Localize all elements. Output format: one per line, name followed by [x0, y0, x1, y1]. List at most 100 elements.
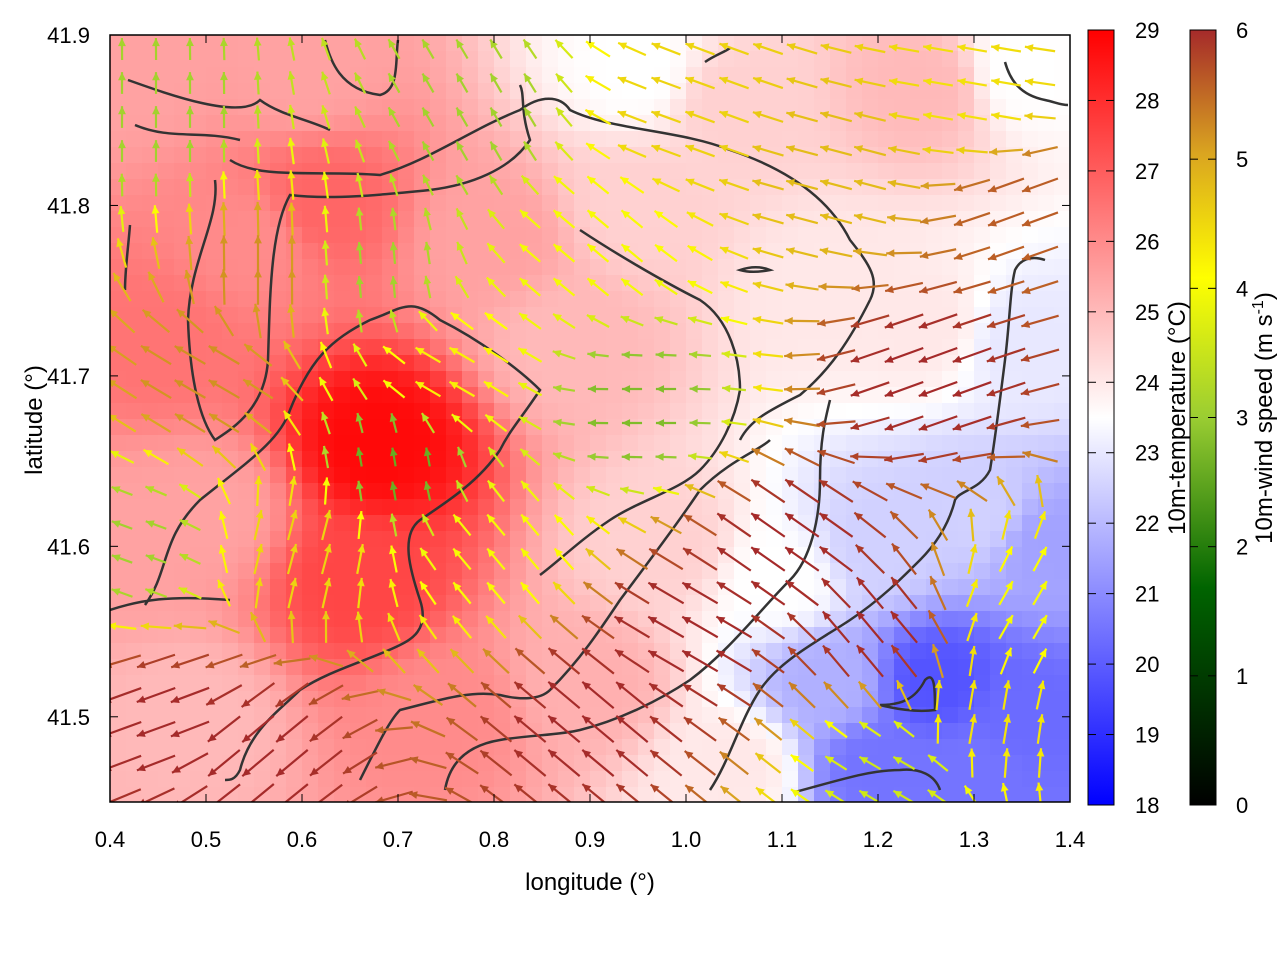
heatmap-cell: [1022, 771, 1039, 788]
heatmap-cell: [542, 739, 559, 756]
wind-arrow: [220, 71, 228, 95]
heatmap-cell: [638, 115, 655, 132]
heatmap-cell: [894, 259, 911, 276]
heatmap-cell: [814, 483, 831, 500]
heatmap-cell: [606, 339, 623, 356]
heatmap-cell: [878, 259, 895, 276]
wind-arrow: [818, 512, 854, 538]
heatmap-cell: [270, 483, 287, 500]
heatmap-cell: [894, 67, 911, 84]
wind-arrow: [321, 171, 330, 199]
wind-arrow: [420, 412, 436, 434]
wind-arrow: [986, 347, 1026, 363]
heatmap-cell: [366, 771, 383, 788]
heatmap-cell: [190, 195, 207, 212]
wind-arrow: [617, 144, 647, 158]
wind-arrow: [651, 177, 681, 193]
heatmap-cell: [462, 195, 479, 212]
heatmap-cell: [334, 99, 351, 116]
heatmap-cell: [958, 259, 975, 276]
heatmap-cell: [254, 659, 271, 676]
heatmap-cell: [254, 83, 271, 100]
heatmap-cell: [190, 179, 207, 196]
heatmap-cell: [702, 179, 719, 196]
heatmap-cell: [846, 291, 863, 308]
heatmap-cell: [430, 211, 447, 228]
wind-arrow: [253, 543, 264, 575]
heatmap-cell: [958, 563, 975, 580]
wind-arrow: [584, 108, 612, 126]
wind-arrow: [174, 379, 206, 399]
wind-arrow: [752, 179, 784, 191]
heatmap-cell: [286, 611, 303, 628]
wind-arrow: [553, 481, 575, 501]
heatmap-cell: [1054, 547, 1070, 564]
wind-arrow: [421, 513, 435, 537]
heatmap-cell: [526, 659, 543, 676]
heatmap-cell: [158, 435, 175, 452]
heatmap-cell: [1022, 419, 1039, 436]
heatmap-cell: [430, 467, 447, 484]
heatmap-cell: [270, 787, 287, 802]
heatmap-cell: [686, 627, 703, 644]
heatmap-cell: [318, 707, 335, 724]
heatmap-cell: [494, 243, 511, 260]
heatmap-cell: [638, 323, 655, 340]
heatmap-cell: [126, 515, 143, 532]
wind-arrow: [685, 76, 715, 90]
heatmap-cell: [910, 67, 927, 84]
heatmap-cell: [126, 451, 143, 468]
heatmap-cell: [638, 675, 655, 692]
heatmap-cell: [718, 403, 735, 420]
heatmap-cell: [766, 531, 783, 548]
heatmap-cell: [670, 595, 687, 612]
wind-arrow: [1032, 648, 1048, 674]
wind-arrow: [140, 787, 175, 802]
heatmap-cell: [910, 387, 927, 404]
heatmap-cell: [878, 723, 895, 740]
heatmap-cell: [222, 339, 239, 356]
heatmap-cell: [222, 163, 239, 180]
heatmap-cell: [846, 499, 863, 516]
wind-arrow: [857, 680, 883, 710]
heatmap-cell: [158, 691, 175, 708]
heatmap-cell: [382, 243, 399, 260]
heatmap-cell: [750, 163, 767, 180]
wind-arrow: [140, 622, 172, 631]
heatmap-cell: [238, 547, 255, 564]
wind-arrow: [613, 615, 651, 639]
heatmap-cell: [174, 35, 191, 52]
heatmap-cell: [254, 211, 271, 228]
heatmap-cell: [926, 51, 943, 68]
wind-arrow: [931, 643, 944, 679]
heatmap-cell: [334, 371, 351, 388]
heatmap-cell: [766, 611, 783, 628]
heatmap-cell: [350, 227, 367, 244]
heatmap-cell: [126, 579, 143, 596]
wind-arrow: [486, 513, 506, 537]
heatmap-cell: [942, 531, 959, 548]
wind-arrow: [489, 73, 503, 93]
heatmap-cell: [350, 323, 367, 340]
heatmap-cell: [398, 739, 415, 756]
heatmap-cell: [590, 467, 607, 484]
heatmap-cell: [398, 467, 415, 484]
wind-arrow: [855, 576, 885, 610]
heatmap-cell: [1022, 499, 1039, 516]
heatmap-cell: [414, 227, 431, 244]
heatmap-cell: [366, 419, 383, 436]
heatmap-cell: [606, 595, 623, 612]
heatmap-cell: [126, 547, 143, 564]
heatmap-cell: [366, 35, 383, 52]
heatmap-cell: [430, 707, 447, 724]
heatmap-cell: [302, 467, 319, 484]
heatmap-cell: [926, 355, 943, 372]
heatmap-cell: [766, 339, 783, 356]
heatmap-cell: [126, 627, 143, 644]
heatmap-cell: [974, 515, 991, 532]
heatmap-cell: [462, 403, 479, 420]
heatmap-cell: [558, 275, 575, 292]
heatmap-cell: [990, 691, 1007, 708]
heatmap-cell: [1038, 499, 1055, 516]
heatmap-cell: [670, 387, 687, 404]
